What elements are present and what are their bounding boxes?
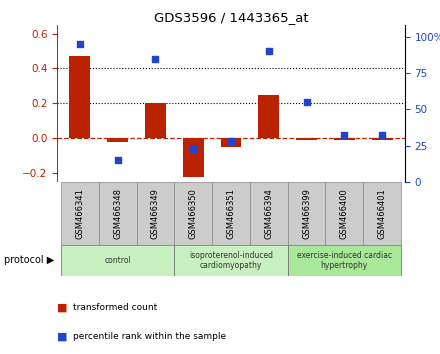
Bar <box>136 182 174 245</box>
Bar <box>174 182 212 245</box>
Point <box>77 41 84 47</box>
Bar <box>145 103 166 138</box>
Text: exercise-induced cardiac
hypertrophy: exercise-induced cardiac hypertrophy <box>297 251 392 270</box>
Bar <box>61 245 174 276</box>
Text: GSM466348: GSM466348 <box>113 188 122 239</box>
Bar <box>288 245 401 276</box>
Text: isoproterenol-induced
cardiomyopathy: isoproterenol-induced cardiomyopathy <box>189 251 273 270</box>
Bar <box>288 182 326 245</box>
Point <box>114 157 121 163</box>
Text: GSM466350: GSM466350 <box>189 188 198 239</box>
Point <box>378 133 385 138</box>
Bar <box>372 138 392 140</box>
Bar <box>363 182 401 245</box>
Point <box>341 133 348 138</box>
Text: GSM466351: GSM466351 <box>227 188 235 239</box>
Bar <box>212 182 250 245</box>
Text: GSM466400: GSM466400 <box>340 188 349 239</box>
Bar <box>183 138 204 177</box>
Point <box>227 138 235 144</box>
Text: control: control <box>104 256 131 265</box>
Text: ■: ■ <box>57 331 68 341</box>
Text: GSM466341: GSM466341 <box>75 188 84 239</box>
Point <box>152 56 159 62</box>
Bar <box>70 56 90 138</box>
Bar <box>107 138 128 142</box>
Bar <box>99 182 136 245</box>
Text: GSM466399: GSM466399 <box>302 188 311 239</box>
Bar <box>334 138 355 140</box>
Bar <box>258 95 279 138</box>
Text: GSM466349: GSM466349 <box>151 188 160 239</box>
Point <box>303 99 310 105</box>
Point <box>190 146 197 152</box>
Text: GSM466401: GSM466401 <box>378 188 387 239</box>
Bar <box>326 182 363 245</box>
Text: transformed count: transformed count <box>73 303 157 313</box>
Bar <box>61 182 99 245</box>
Bar <box>220 138 242 147</box>
Text: protocol ▶: protocol ▶ <box>4 256 55 266</box>
Bar <box>250 182 288 245</box>
Bar <box>174 245 288 276</box>
Point <box>265 48 272 54</box>
Text: ■: ■ <box>57 303 68 313</box>
Title: GDS3596 / 1443365_at: GDS3596 / 1443365_at <box>154 11 308 24</box>
Bar <box>296 138 317 140</box>
Text: percentile rank within the sample: percentile rank within the sample <box>73 332 226 341</box>
Text: GSM466394: GSM466394 <box>264 188 273 239</box>
